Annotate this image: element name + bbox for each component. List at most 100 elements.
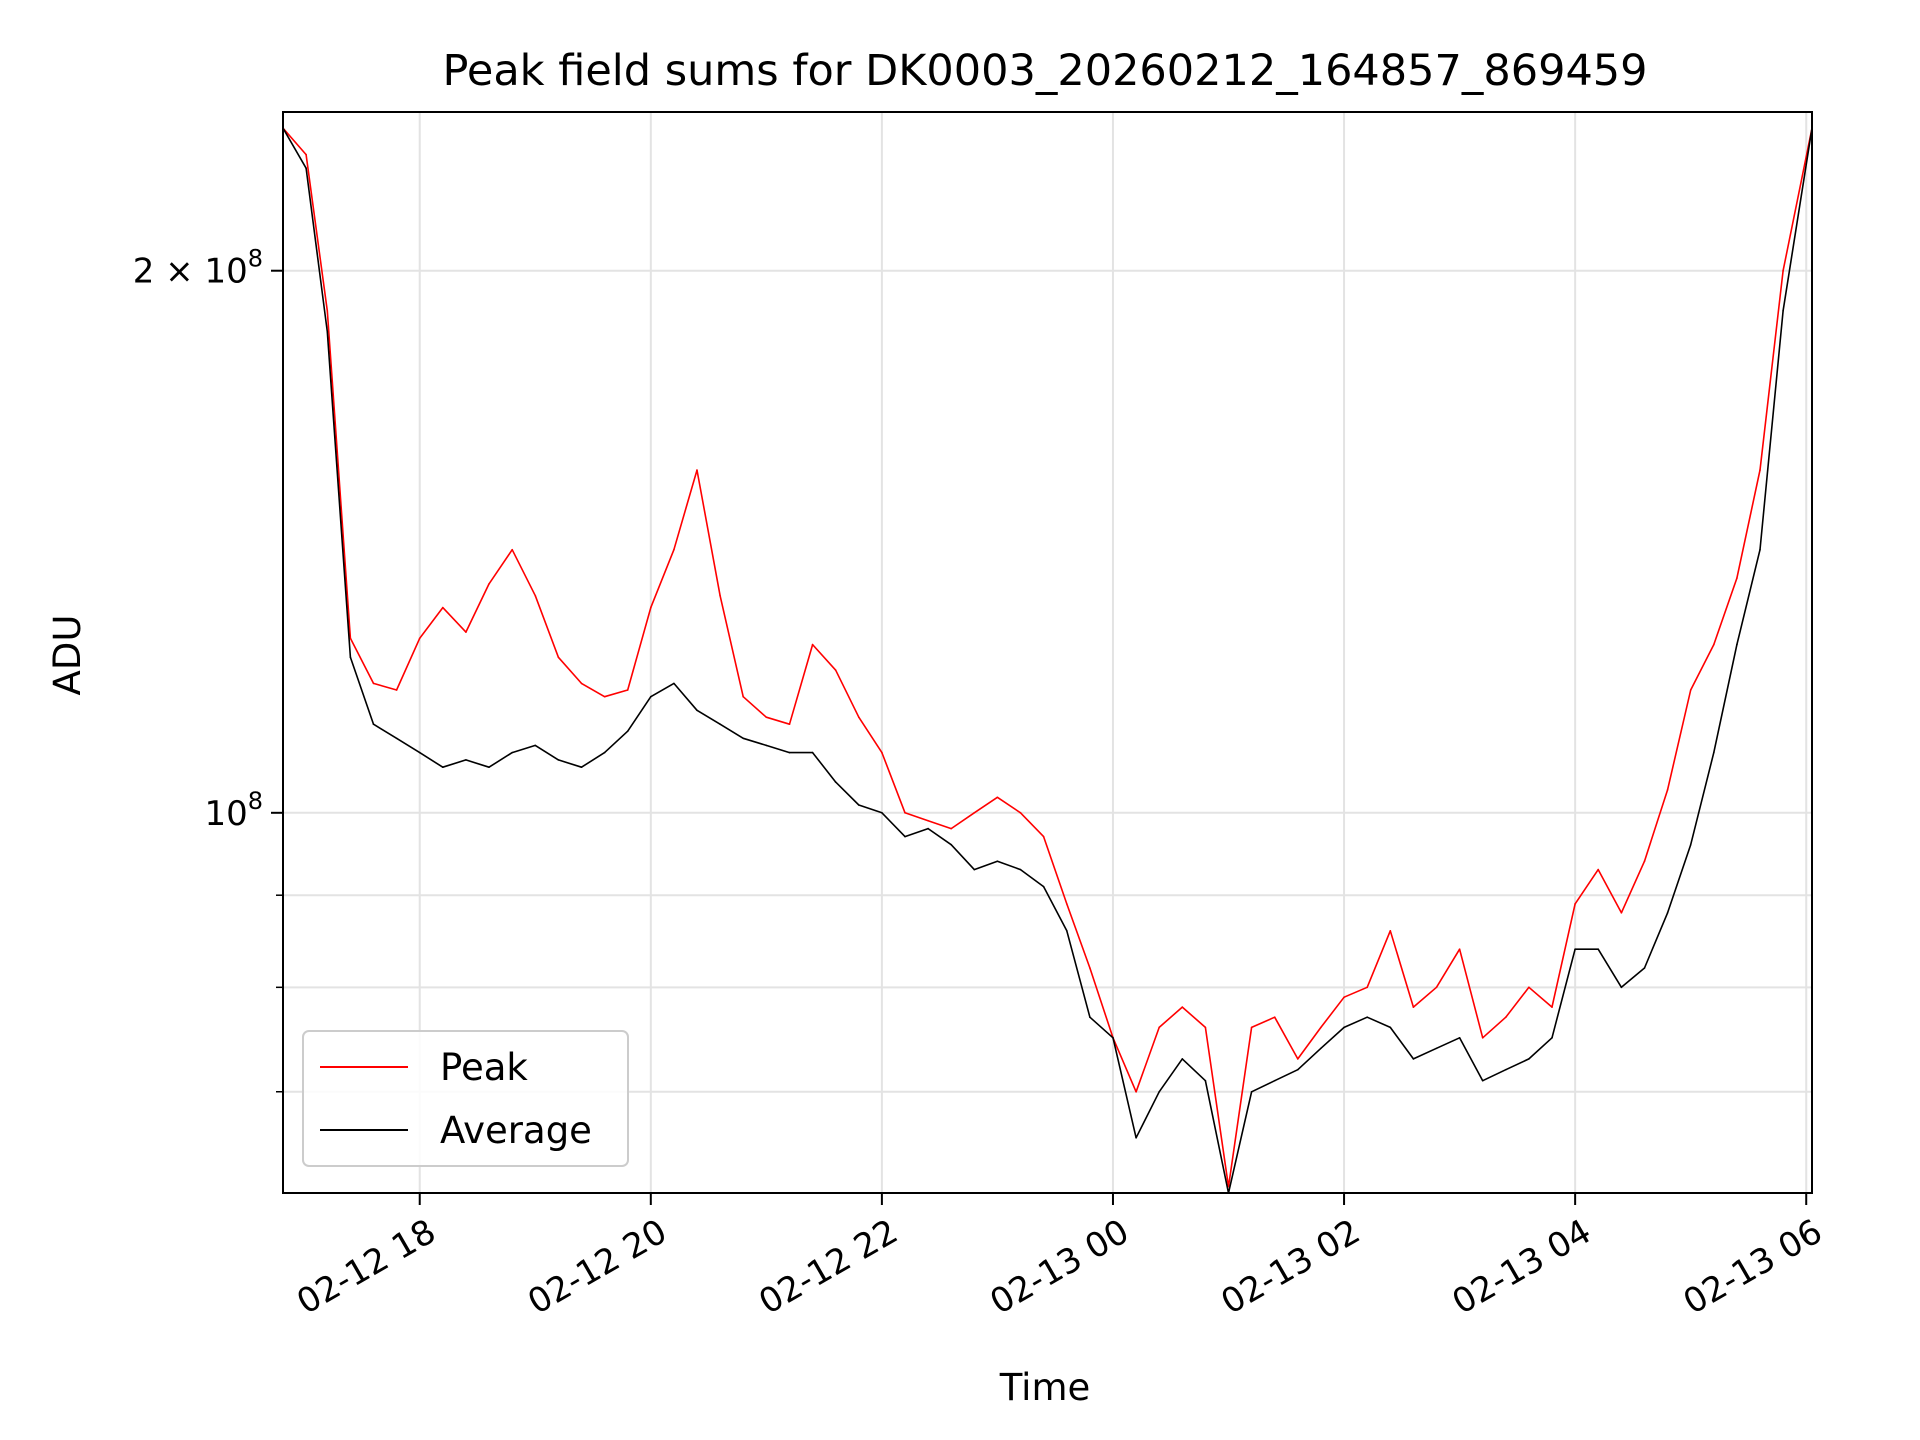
data-point-peak — [650, 606, 652, 609]
data-point-peak — [742, 695, 744, 698]
data-point-peak — [305, 153, 307, 156]
data-point-average — [1389, 1026, 1392, 1029]
data-point-peak — [1574, 903, 1576, 905]
data-point-average — [673, 682, 675, 685]
data-point-peak — [1343, 996, 1345, 998]
data-point-peak — [1551, 1006, 1553, 1008]
data-point-peak — [1019, 812, 1022, 814]
data-point-average — [1528, 1058, 1530, 1060]
data-point-peak — [511, 548, 513, 551]
data-point-peak — [811, 643, 814, 646]
data-point-peak — [927, 819, 929, 822]
data-point-average — [1112, 1037, 1114, 1039]
data-point-average — [881, 812, 883, 814]
data-point-average — [1458, 1037, 1461, 1039]
data-point-average — [395, 737, 398, 740]
data-point-average — [1620, 986, 1623, 989]
data-point-average — [650, 695, 652, 698]
series-layer — [283, 127, 1812, 1193]
data-point-average — [626, 730, 629, 732]
data-point-average — [511, 751, 513, 754]
data-point-peak — [1458, 948, 1461, 950]
data-point-peak — [1759, 469, 1761, 471]
data-point-peak — [1528, 986, 1530, 989]
data-point-peak — [626, 689, 629, 691]
data-point-peak — [1435, 986, 1438, 989]
data-point-average — [1713, 751, 1715, 754]
data-point-peak — [1204, 1026, 1207, 1029]
data-point-average — [696, 709, 698, 712]
data-point-average — [1158, 1091, 1160, 1093]
x-axis-label: Time — [999, 1366, 1091, 1409]
data-point-peak — [904, 812, 906, 814]
data-point-peak — [881, 751, 883, 754]
data-point-average — [349, 656, 352, 659]
data-point-peak — [557, 656, 560, 659]
data-point-average — [1042, 885, 1045, 888]
legend-label-average: Average — [440, 1109, 592, 1152]
data-point-average — [904, 835, 906, 838]
data-point-peak — [1066, 903, 1068, 905]
y-axis-label: ADU — [46, 615, 89, 696]
data-point-peak — [326, 310, 329, 312]
data-point-average — [557, 759, 560, 761]
data-point-peak — [1366, 986, 1368, 989]
data-point-average — [418, 751, 421, 754]
data-point-peak — [465, 631, 467, 633]
data-point-peak — [1135, 1091, 1137, 1093]
data-point-peak — [603, 695, 606, 698]
data-point-peak — [534, 594, 537, 597]
data-point-average — [1481, 1079, 1484, 1082]
data-point-peak — [1620, 912, 1623, 914]
legend-box — [302, 1030, 629, 1167]
y-tick-label: 108 — [204, 787, 263, 834]
data-point-average — [1505, 1068, 1507, 1071]
data-point-average — [765, 744, 768, 747]
data-point-peak — [673, 548, 675, 551]
data-point-peak — [996, 796, 999, 799]
data-point-peak — [1597, 868, 1599, 871]
data-point-average — [1759, 548, 1761, 551]
data-point-average — [858, 804, 860, 806]
data-point-peak — [1736, 577, 1738, 579]
data-point-average — [1297, 1068, 1299, 1071]
data-point-peak — [1181, 1006, 1184, 1008]
data-point-peak — [395, 689, 398, 691]
data-point-peak — [418, 637, 421, 640]
data-point-average — [1273, 1079, 1276, 1082]
data-point-average — [1066, 930, 1068, 932]
data-point-average — [442, 766, 444, 768]
data-point-average — [1551, 1037, 1553, 1039]
plot-area-frame — [282, 111, 1813, 1194]
data-point-peak — [1250, 1026, 1253, 1029]
data-point-average — [1782, 310, 1784, 312]
data-point-average — [1135, 1137, 1137, 1139]
data-point-average — [927, 827, 929, 830]
data-point-peak — [1689, 689, 1692, 691]
chart-title: Peak field sums for DK0003_20260212_1648… — [442, 46, 1647, 96]
legend-label-peak: Peak — [440, 1046, 528, 1089]
y-tick-label: 2 × 108 — [133, 245, 263, 292]
data-point-average — [811, 751, 814, 754]
data-point-average — [534, 744, 537, 747]
data-point-peak — [950, 827, 952, 830]
data-point-peak — [580, 682, 583, 685]
data-point-average — [1250, 1091, 1253, 1093]
data-point-average — [973, 868, 976, 871]
data-point-peak — [834, 669, 837, 671]
data-point-peak — [1713, 643, 1715, 646]
data-point-peak — [858, 716, 860, 718]
data-point-average — [1597, 948, 1599, 950]
data-point-peak — [1320, 1026, 1322, 1029]
data-point-average — [305, 167, 307, 169]
data-point-peak — [488, 583, 490, 585]
data-point-average — [1435, 1047, 1438, 1050]
data-point-peak — [1782, 269, 1784, 272]
data-point-average — [326, 330, 329, 333]
data-point-peak — [788, 723, 791, 725]
data-point-peak — [696, 469, 698, 471]
data-point-peak — [349, 637, 352, 640]
data-point-peak — [1505, 1016, 1507, 1018]
data-point-average — [1689, 843, 1692, 846]
